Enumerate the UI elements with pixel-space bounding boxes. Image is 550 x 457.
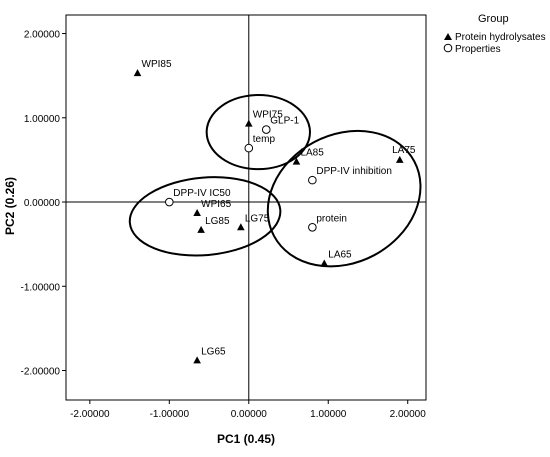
- point-label-lg75: LG75: [245, 213, 270, 224]
- y-tick-label: -1.00000: [21, 282, 61, 293]
- point-temp: [244, 143, 254, 153]
- x-tick-label: 1.00000: [310, 409, 347, 420]
- point-la65: [320, 259, 329, 267]
- legend: Group Protein hydrolysates Properties: [443, 13, 546, 55]
- legend-item-properties: Properties: [455, 44, 501, 55]
- point-wpi85: [133, 69, 142, 77]
- point-label-lg65: LG65: [201, 346, 226, 357]
- point-label-dpp-iv-ic50: DPP-IV IC50: [173, 188, 231, 199]
- x-tick-label: 2.00000: [390, 409, 427, 420]
- y-tick-label: -2.00000: [21, 367, 61, 378]
- point-dpp-iv-ic50: [165, 197, 174, 207]
- x-tick-label: -2.00000: [70, 409, 110, 420]
- cluster-ellipse-2: [128, 176, 282, 257]
- legend-title: Group: [478, 13, 509, 25]
- point-label-wpi85: WPI85: [142, 59, 172, 70]
- point-label-wpi75: WPI75: [253, 110, 283, 121]
- point-lg75: [237, 223, 245, 231]
- point-wpi75: [244, 119, 253, 127]
- y-tick-label: 0.00000: [24, 198, 61, 209]
- plot-frame: [65, 14, 427, 401]
- x-tick-label: -1.00000: [150, 409, 190, 420]
- point-protein: [308, 222, 317, 232]
- y-axis-title: PC2 (0.26): [3, 177, 17, 235]
- point-la85: [292, 157, 301, 165]
- point-label-la65: LA65: [328, 250, 352, 261]
- point-wpi65: [193, 208, 201, 216]
- point-glp-1: [261, 125, 271, 134]
- point-label-wpi65: WPI65: [201, 199, 231, 210]
- cluster-ellipse-3: [266, 129, 422, 268]
- cluster-ellipse-1: [205, 94, 311, 171]
- point-label-protein: protein: [316, 213, 347, 224]
- y-tick-label: 2.00000: [24, 30, 61, 41]
- point-label-la75: LA75: [392, 145, 416, 156]
- point-label-glp-1: GLP-1: [270, 116, 299, 127]
- legend-triangle-icon: [444, 33, 452, 40]
- point-la75: [395, 155, 404, 163]
- x-axis-title: PC1 (0.45): [217, 432, 275, 446]
- y-tick-label: 1.00000: [24, 114, 61, 125]
- point-label-lg85: LG85: [205, 216, 230, 227]
- x-tick-label: 0.00000: [231, 409, 268, 420]
- point-label-la85: LA85: [300, 148, 324, 159]
- legend-item-protein-hydrolysates: Protein hydrolysates: [455, 32, 546, 43]
- point-lg85: [197, 225, 205, 233]
- point-label-dpp-iv-inhibition: DPP-IV inhibition: [316, 166, 392, 177]
- point-lg65: [193, 356, 201, 364]
- point-dpp-iv-inhibition: [308, 175, 317, 185]
- legend-circle-icon: [443, 43, 453, 53]
- point-label-temp: temp: [253, 134, 276, 145]
